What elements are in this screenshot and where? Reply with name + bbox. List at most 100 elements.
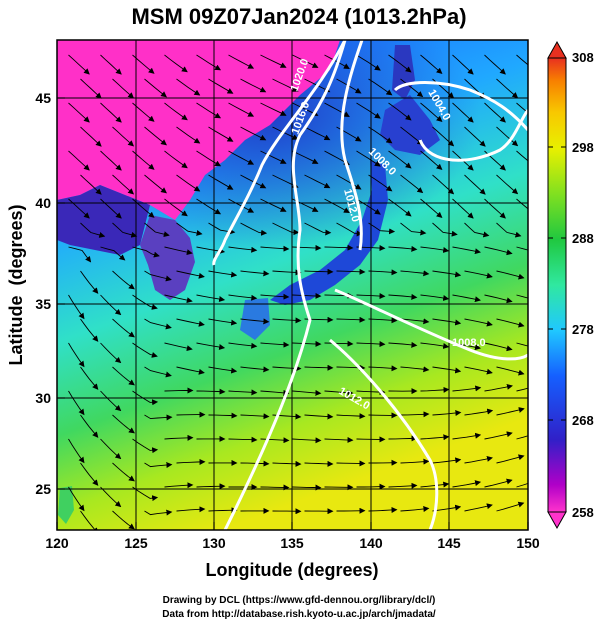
streamline-arrow [228, 54, 255, 69]
streamline-arrow [529, 175, 551, 192]
kyushu [240, 298, 270, 340]
streamline-arrow [144, 462, 173, 469]
streamline-arrow [100, 54, 122, 75]
streamline-arrow [516, 246, 528, 251]
x-tick-label: 120 [45, 535, 69, 551]
streamline-arrow [484, 54, 506, 75]
streamline-arrow [144, 174, 167, 194]
streamline-arrow [388, 150, 412, 169]
streamline-arrow [260, 245, 290, 252]
streamline-arrow [420, 102, 443, 122]
streamline-arrow [388, 102, 412, 121]
streamline-arrow [356, 293, 386, 300]
streamline-arrow [112, 510, 135, 530]
streamline-arrow [292, 292, 322, 299]
streamline-arrow [516, 294, 528, 299]
streamline-arrow [368, 269, 398, 276]
streamline-arrow [164, 434, 194, 441]
colorbar-tick-label: 268 [572, 413, 594, 428]
streamline-arrow [452, 294, 481, 303]
streamline-arrow [196, 198, 222, 215]
streamline-arrow [484, 246, 513, 256]
streamline-arrow [80, 222, 106, 238]
streamline-arrow [420, 150, 443, 170]
streamline-arrow [208, 174, 234, 190]
streamline-arrow [368, 317, 398, 324]
streamline-arrow [208, 78, 234, 94]
streamline-arrow [368, 126, 393, 144]
streamline-arrow [420, 198, 443, 218]
streamline-arrow [132, 102, 155, 122]
streamline-arrow [400, 458, 430, 465]
streamline-arrow [272, 460, 302, 467]
streamline-arrow [240, 270, 270, 277]
streamline-arrow [80, 366, 99, 390]
streamline-arrow [529, 127, 551, 144]
streamline-arrow [100, 438, 122, 460]
streamline-arrow [484, 478, 513, 488]
streamline-arrow [164, 54, 188, 73]
streamline-arrow [144, 509, 173, 516]
streamline-arrow [196, 388, 226, 395]
streamline-arrow [144, 318, 172, 330]
streamline-arrow [432, 222, 458, 237]
y-axis-label: Latitude (degrees) [6, 204, 26, 365]
colorbar-gradient [547, 57, 567, 513]
streamline-arrow [304, 460, 334, 467]
streamline-arrow [388, 54, 412, 73]
streamline-arrow [304, 126, 331, 141]
streamline-arrow [80, 462, 99, 486]
streamline-arrow [464, 174, 486, 195]
streamline-arrow [208, 507, 238, 514]
streamline-arrow [336, 268, 366, 275]
colorbar-tick-label: 298 [572, 140, 594, 155]
streamline-arrow [432, 410, 462, 416]
streamline-arrow [68, 294, 85, 320]
streamline-arrow [452, 432, 482, 440]
streamline-arrow [324, 102, 350, 118]
streamline-arrow [292, 389, 322, 396]
streamline-arrow [80, 78, 102, 99]
streamline-arrow [240, 460, 270, 467]
streamline-arrow [356, 483, 386, 490]
streamline-arrow [208, 318, 238, 326]
streamline-arrow [464, 455, 493, 464]
korea-peninsula [140, 215, 195, 300]
colorbar-tick-label: 288 [572, 231, 594, 246]
streamline-arrow [196, 294, 226, 302]
streamline-arrow [304, 268, 334, 275]
streamline-arrow [100, 102, 122, 123]
streamline-arrow [304, 174, 331, 189]
streamline-arrow [80, 174, 102, 195]
streamline-arrow [388, 341, 418, 348]
streamline-arrow [100, 342, 122, 364]
streamline-arrow [164, 198, 188, 217]
streamline-arrow [132, 150, 155, 170]
streamline-arrow [80, 270, 99, 294]
streamline-arrow [112, 78, 135, 99]
colorbar-bottom-arrow [547, 511, 567, 530]
streamline-arrow [420, 294, 450, 301]
streamline-arrow [368, 222, 396, 235]
streamline-arrow [420, 434, 450, 441]
streamline-arrow [132, 246, 160, 258]
streamline-arrow [196, 54, 222, 71]
streamline-arrow [432, 174, 455, 195]
streamline-arrow [464, 408, 494, 416]
streamline-arrow [336, 460, 366, 467]
streamline-arrow [68, 486, 85, 512]
streamline-arrow [240, 174, 267, 189]
streamline-arrow [112, 366, 135, 386]
credit-line-drawing: Drawing by DCL (https://www.gfd-dennou.o… [163, 595, 436, 606]
streamline-arrow [260, 102, 287, 116]
streamline-arrow [132, 342, 158, 358]
streamline-arrow [464, 503, 493, 512]
streamline-arrow [112, 222, 138, 238]
streamline-arrow [484, 431, 513, 440]
streamline-arrow [400, 505, 430, 512]
streamline-arrow [400, 411, 430, 418]
streamline-arrow [176, 222, 203, 236]
streamline-arrow [368, 78, 393, 96]
streamline-arrow [144, 222, 170, 238]
streamline-arrow [496, 318, 525, 328]
